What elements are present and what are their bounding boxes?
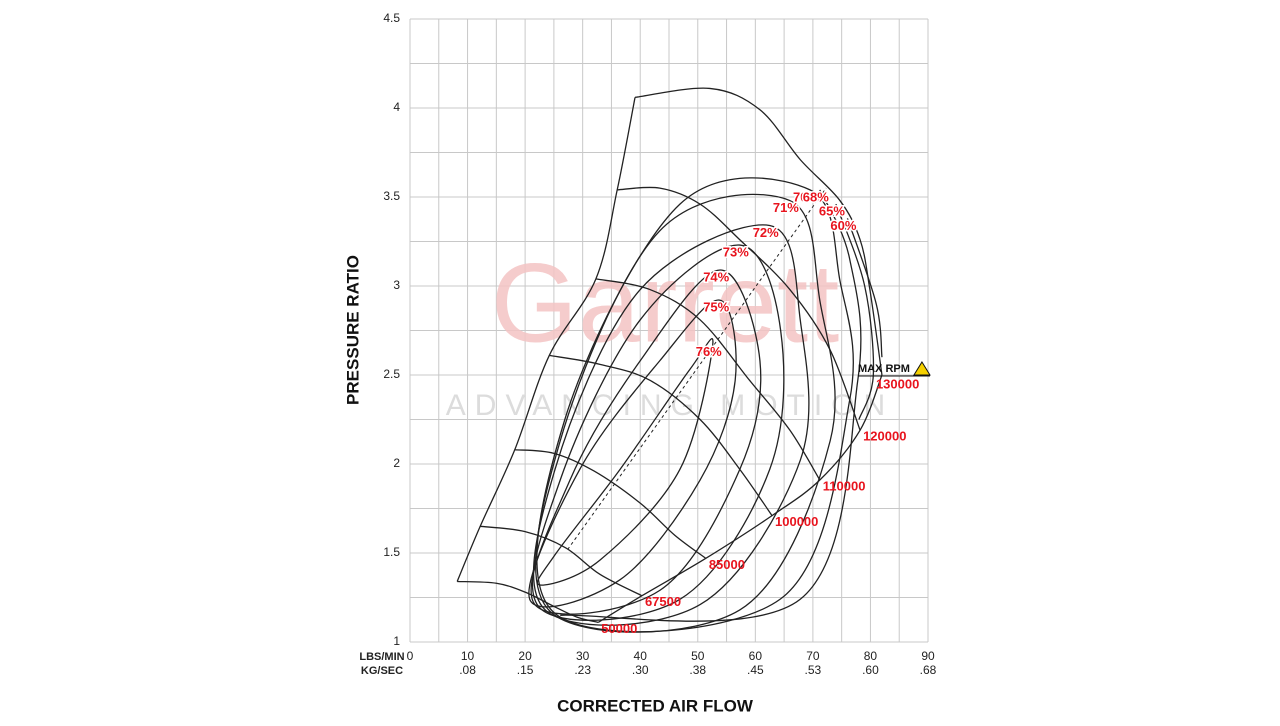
y-tick-label: 2 — [393, 456, 400, 470]
x-tick-label: 30 — [576, 649, 590, 663]
efficiency-contour — [528, 299, 737, 608]
y-tick-label: 1.5 — [383, 545, 400, 559]
watermark-brand: Garrett — [491, 241, 840, 366]
efficiency-contour — [536, 177, 854, 633]
efficiency-label: 65% — [819, 204, 845, 219]
efficiency-island — [530, 269, 762, 615]
efficiency-island — [532, 224, 810, 626]
speed-label: 130000 — [876, 376, 919, 391]
y-tick-label: 4.5 — [383, 11, 400, 25]
x-tick-label: 40 — [634, 649, 648, 663]
speed-line — [514, 449, 707, 559]
efficiency-label: 60% — [830, 218, 856, 233]
y-tick-label: 4 — [393, 100, 400, 114]
speed-line — [549, 354, 773, 516]
x2-tick-label: .68 — [920, 663, 937, 677]
y-axis-title: PRESSURE RATIO — [343, 255, 362, 405]
x-tick-label: 80 — [864, 649, 878, 663]
efficiency-island — [835, 203, 875, 420]
speed-label: 50000 — [601, 621, 637, 636]
x-tick-label: 70 — [806, 649, 820, 663]
watermark-tagline: ADVANCING MOTION — [446, 389, 894, 422]
efficiency-label: 73% — [723, 244, 749, 259]
x2-tick-label: .60 — [862, 663, 879, 677]
speed-label: 110000 — [823, 478, 866, 493]
x-tick-label: 10 — [461, 649, 475, 663]
efficiency-island — [536, 177, 854, 633]
efficiency-label: 74% — [703, 269, 729, 284]
speed-label: 120000 — [863, 429, 906, 444]
speed-line — [595, 278, 821, 481]
speed-line — [617, 186, 861, 431]
x2-tick-label: .45 — [747, 663, 764, 677]
speed-label: 85000 — [709, 557, 745, 572]
plot: 50000 67500 85000 100000 110000 120000 MAX RPM… — [456, 87, 931, 636]
speed-line — [634, 87, 883, 376]
efficiency-label: 71% — [773, 200, 799, 215]
efficiency-contour — [846, 218, 883, 358]
x2-unit-label: KG/SEC — [361, 665, 403, 677]
efficiency-contour — [835, 203, 875, 420]
speed-line — [457, 580, 599, 624]
x-axis-title: CORRECTED AIR FLOW — [557, 696, 754, 715]
efficiency-label: 70% — [793, 189, 819, 204]
x-tick-label: 60 — [749, 649, 763, 663]
x-tick-label: 20 — [518, 649, 532, 663]
efficiency-island — [560, 189, 862, 622]
max-rpm-label: MAX RPM — [858, 363, 910, 375]
efficiency-label: 75% — [703, 300, 729, 315]
x-unit-label: LBS/MIN — [359, 651, 404, 663]
x2-tick-label: .08 — [459, 663, 476, 677]
speed-label: 67500 — [645, 594, 681, 609]
peak-efficiency-line — [567, 187, 827, 550]
warning-icon — [913, 361, 931, 376]
y-tick-label: 3.5 — [383, 189, 400, 203]
efficiency-label: 72% — [753, 225, 779, 240]
x-tick-label: 0 — [407, 649, 414, 663]
x2-tick-label: .53 — [805, 663, 822, 677]
efficiency-contour — [530, 269, 762, 615]
efficiency-label: 68% — [803, 189, 829, 204]
x2-tick-label: .23 — [574, 663, 591, 677]
efficiency-contour — [532, 224, 810, 626]
efficiency-island — [846, 218, 883, 358]
x2-tick-label: .30 — [632, 663, 649, 677]
efficiency-contour — [560, 189, 862, 622]
x-tick-label: 90 — [921, 649, 935, 663]
x2-tick-label: .38 — [689, 663, 706, 677]
efficiency-label: 76% — [696, 344, 722, 359]
grid — [409, 18, 929, 643]
speed-line — [480, 525, 643, 597]
y-tick-label: 3 — [393, 278, 400, 292]
x2-tick-label: .15 — [517, 663, 534, 677]
speed-label: 100000 — [775, 514, 818, 529]
y-tick-label: 1 — [393, 634, 400, 648]
x-tick-label: 50 — [691, 649, 705, 663]
efficiency-island — [528, 299, 737, 608]
y-tick-label: 2.5 — [383, 367, 400, 381]
